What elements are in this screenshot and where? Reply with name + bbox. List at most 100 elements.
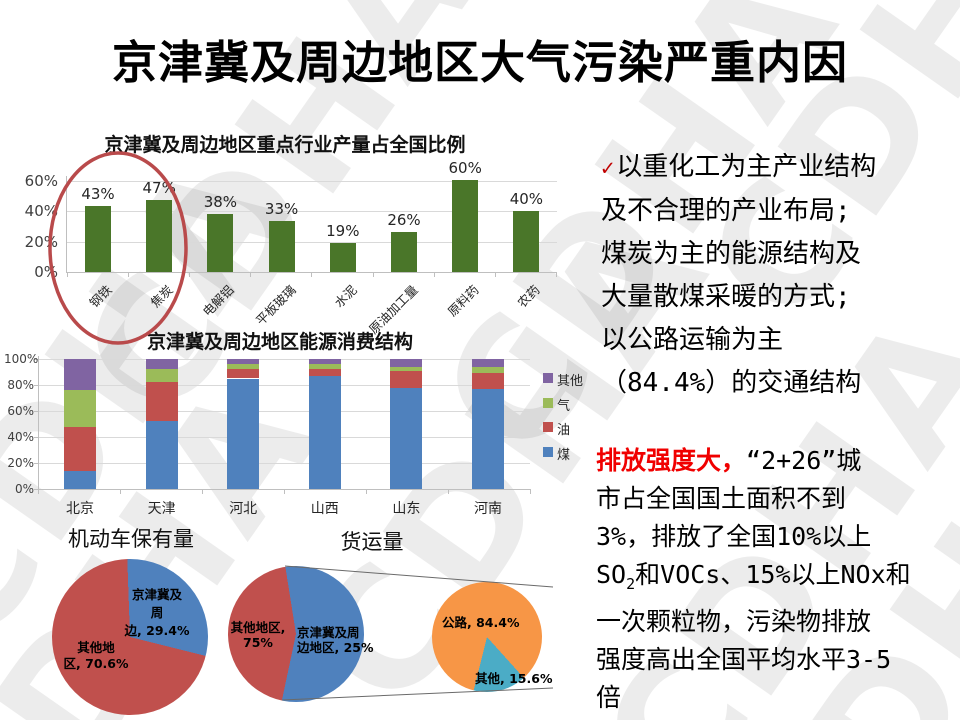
- legend-label: 气: [557, 398, 571, 414]
- stack-segment-气: [227, 364, 260, 370]
- pie-slice-label: 其他, 15.6%: [475, 671, 585, 686]
- stack-segment-气: [64, 390, 96, 427]
- x-axis-tick: [366, 489, 367, 494]
- x-category-label: 天津: [147, 501, 176, 517]
- red-para-line: 3%，排放了全国10%以上: [596, 522, 872, 551]
- red-para-line: 一次颗粒物，污染物排放: [596, 607, 872, 636]
- stack-segment-其他: [472, 359, 504, 367]
- stack-segment-油: [145, 382, 178, 422]
- bar-value-label: 38%: [203, 192, 238, 211]
- bar: [391, 232, 417, 272]
- legend-swatch-气: [543, 397, 553, 408]
- bullet-line: 煤炭为主的能源结构及: [601, 239, 862, 269]
- red-para-text: “2+26”城: [746, 446, 862, 475]
- y-tick-label: 60%: [7, 404, 34, 418]
- y-axis-tick: [34, 385, 38, 386]
- pie-label-line: 区, 70.6%: [63, 656, 129, 671]
- axis-tick: [372, 272, 374, 277]
- so2-suffix: 和VOCs、15%以上NOx和: [635, 560, 911, 589]
- stack-segment-其他: [227, 359, 260, 365]
- bar: [85, 206, 111, 272]
- stack-segment-其他: [390, 359, 423, 367]
- stack-segment-其他: [64, 359, 96, 391]
- bar-value-label: 33%: [264, 200, 299, 219]
- red-para-line: 排放强度大，“2+26”城: [596, 442, 958, 480]
- emission-text-block: 排放强度大，“2+26”城 市占全国国土面积不到 3%，排放了全国10%以上 S…: [596, 442, 958, 717]
- bar: [452, 180, 479, 272]
- pie-label-line: 其他地区,: [230, 620, 286, 635]
- y-axis-line: [38, 356, 39, 489]
- axis-tick: [250, 272, 252, 277]
- bar-value-label: 26%: [387, 211, 421, 230]
- pie-label-line: 京津冀及周: [297, 625, 360, 640]
- vehicle-pie-title: 机动车保有量: [68, 527, 194, 551]
- y-axis-tick: [34, 489, 38, 490]
- y-tick-label: 40%: [7, 430, 34, 444]
- so2-prefix: SO: [596, 560, 627, 589]
- red-lead-text: 排放强度大，: [596, 446, 747, 475]
- stack-segment-其他: [308, 359, 341, 365]
- pie-slice-label: 其他地区, 75%: [228, 620, 288, 650]
- pie-label-line: 其他, 15.6%: [475, 671, 553, 686]
- gridline: [66, 241, 557, 243]
- axis-tick: [66, 272, 68, 277]
- y-axis-tick: [34, 359, 38, 360]
- stack-segment-气: [472, 366, 504, 374]
- pie-label-line: 周: [150, 605, 164, 620]
- x-category-label: 北京: [66, 501, 94, 517]
- vehicle-pie: [52, 559, 208, 715]
- stack-segment-煤: [390, 387, 423, 489]
- axis-tick: [189, 272, 190, 277]
- axis-tick: [311, 272, 313, 277]
- pie-label-line: 75%: [243, 635, 273, 650]
- pie-label-line: 公路, 84.4%: [442, 615, 520, 630]
- x-axis-tick: [120, 489, 121, 494]
- gridline: [38, 385, 530, 386]
- x-category-label: 河北: [229, 501, 258, 517]
- freight-pie: [228, 566, 364, 702]
- legend-swatch-油: [543, 422, 553, 433]
- bar-value-label: 60%: [448, 159, 482, 178]
- x-category-label: 河南: [474, 501, 502, 517]
- pie-slice-label: 京津冀及周边, 29.4%: [112, 586, 202, 640]
- bullet-line: 大量散煤采暖的方式;: [601, 282, 851, 312]
- bar-value-label: 43%: [81, 185, 115, 204]
- bar: [268, 221, 295, 272]
- pie-slice-label: 其他地 区, 70.6%: [56, 640, 136, 672]
- stack-segment-油: [472, 373, 504, 389]
- stack-segment-煤: [472, 388, 504, 489]
- pie-label-line: 边地区, 25%: [297, 640, 374, 655]
- page-title: 京津冀及周边地区大气污染严重内因: [111, 36, 848, 89]
- y-axis-tick: [34, 411, 38, 412]
- y-tick-label: 60%: [24, 171, 58, 190]
- legend-label: 其他: [557, 374, 584, 389]
- red-para-line: 强度高出全国平均水平3-5: [596, 645, 892, 674]
- y-tick-label: 100%: [4, 352, 39, 366]
- x-axis-tick: [284, 489, 285, 494]
- x-axis-tick: [448, 489, 449, 494]
- pie-label-line: 其他地: [77, 640, 115, 655]
- freight-pie-title: 货运量: [340, 530, 404, 554]
- stack-segment-气: [390, 366, 423, 371]
- y-tick-label: 80%: [7, 378, 34, 392]
- pie-connector-lines: [281, 565, 554, 701]
- gridline: [38, 463, 530, 464]
- y-axis-line: [66, 176, 67, 272]
- bar: [513, 210, 540, 272]
- x-category-label: 山西: [310, 501, 339, 517]
- so2-subscript: 2: [626, 575, 636, 593]
- gridline: [38, 437, 530, 438]
- stack-segment-煤: [227, 378, 260, 489]
- x-category-label: 山东: [392, 501, 421, 517]
- stack-segment-煤: [64, 470, 96, 489]
- cause-text-block: ✓以重化工为主产业结构 及不合理的产业布局; 煤炭为主的能源结构及 大量散煤采暖…: [601, 146, 953, 405]
- stack-segment-气: [308, 364, 341, 370]
- gridline: [38, 411, 530, 412]
- bar-value-label: 40%: [509, 189, 544, 208]
- legend-swatch-其他: [543, 373, 553, 383]
- y-tick-label: 0%: [14, 482, 34, 496]
- bullet-line: 以公路运输为主: [601, 325, 784, 355]
- bar: [146, 199, 173, 272]
- bar: [207, 213, 234, 272]
